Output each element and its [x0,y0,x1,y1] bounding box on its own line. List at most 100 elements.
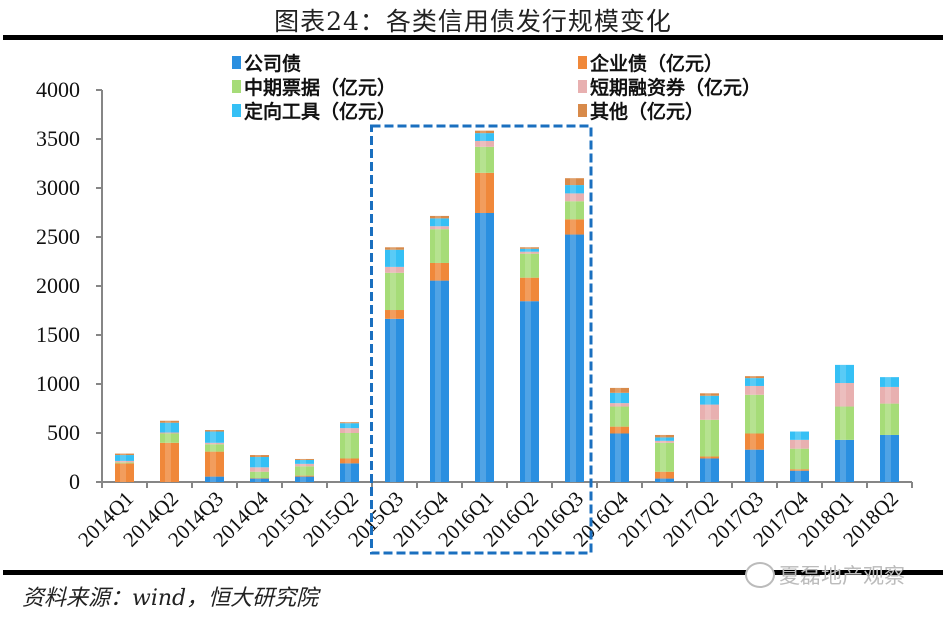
bar-stack [880,377,899,482]
bar-stack [430,215,449,482]
bar-segment [565,178,584,186]
bar-segment [475,172,494,213]
bar-sheen [795,470,801,482]
bar-segment [250,478,269,482]
bar-sheen [345,433,351,459]
bar-sheen [210,476,216,482]
bar-segment [835,406,854,440]
legend-item: 公司债 [232,50,301,75]
bar-stack [835,364,854,482]
bar-sheen [750,385,756,395]
bar-segment [520,301,539,482]
legend-item: 中期票据（亿元） [232,74,397,99]
legend-label: 中期票据（亿元） [244,76,397,99]
bar-segment [340,463,359,482]
bar-segment [565,193,584,202]
y-tick-label: 1000 [36,371,80,396]
bar-sheen [525,251,531,254]
bar-segment [160,432,179,434]
bar-segment [115,455,134,461]
bar-stack [520,247,539,482]
bar-sheen [660,440,666,443]
legend-swatch [578,79,587,93]
bar-segment [880,377,899,387]
bar-sheen [390,247,396,250]
bar-sheen [435,215,441,219]
bar-segment [430,218,449,227]
bar-sheen [345,428,351,433]
bar-sheen [795,448,801,470]
bar-segment [205,444,224,452]
bar-sheen [615,392,621,404]
bar-segment [385,272,404,311]
bar-sheen [750,376,756,379]
bar-segment [610,433,629,482]
bar-sheen [615,406,621,427]
bar-sheen [525,253,531,278]
bar-segment [655,437,674,441]
bar-segment [835,383,854,407]
bar-segment [430,280,449,482]
bar-segment [610,392,629,404]
bar-stack [250,455,269,482]
bar-sheen [300,459,306,464]
legend-label: 其他（亿元） [590,100,705,123]
bar-segment [520,277,539,302]
bar-sheen [345,458,351,464]
bar-segment [565,219,584,235]
legend-swatch [578,103,587,117]
bar-stack [160,420,179,482]
legend-label: 企业债（亿元） [590,52,724,75]
bar-stack [205,430,224,482]
bar-segment [700,458,719,482]
bar-sheen [165,442,171,482]
bar-sheen [210,444,216,452]
bar-sheen [345,463,351,482]
bar-sheen [570,193,576,202]
bar-segment [385,247,404,250]
bar-stack [340,422,359,482]
bar-segment [610,387,629,393]
bar-sheen [705,404,711,420]
bar-segment [520,247,539,249]
bar-sheen [480,146,486,173]
bar-segment [565,185,584,194]
bar-segment [205,431,224,443]
bar-sheen [435,280,441,482]
bar-stack [745,376,764,482]
bar-segment [385,266,404,273]
y-tick-label: 2000 [36,273,80,298]
wechat-icon [745,562,775,588]
bar-sheen [120,462,126,464]
bar-segment [340,423,359,429]
bar-segment [115,463,134,482]
bar-sheen [480,133,486,141]
bar-sheen [885,434,891,482]
bar-segment [475,133,494,141]
bar-sheen [615,403,621,407]
bar-segment [340,422,359,424]
y-tick-label: 2500 [36,224,80,249]
bar-segment [385,310,404,319]
bar-sheen [300,475,306,477]
bar-sheen [660,434,666,438]
watermark: 夏磊地产观察 [745,560,905,590]
source-note: 资料来源：wind，恒大研究院 [22,586,319,611]
bar-stack [385,247,404,482]
bar-stack [295,458,314,482]
bar-sheen [660,478,666,482]
bar-segment [610,406,629,427]
bar-segment [835,439,854,482]
bar-segment [205,451,224,477]
y-axis: 0 500 1000 1500 2000 2500 3000 3500 4000 [36,77,103,494]
bar-sheen [480,140,486,147]
bar-sheen [615,387,621,393]
bar-sheen [300,476,306,482]
bar-segment [475,212,494,483]
bar-sheen [885,386,891,404]
bar-stack [475,130,494,483]
bar-sheen [750,378,756,386]
bar-segment [745,449,764,482]
bar-segment [790,448,809,470]
bar-segment [655,471,674,479]
